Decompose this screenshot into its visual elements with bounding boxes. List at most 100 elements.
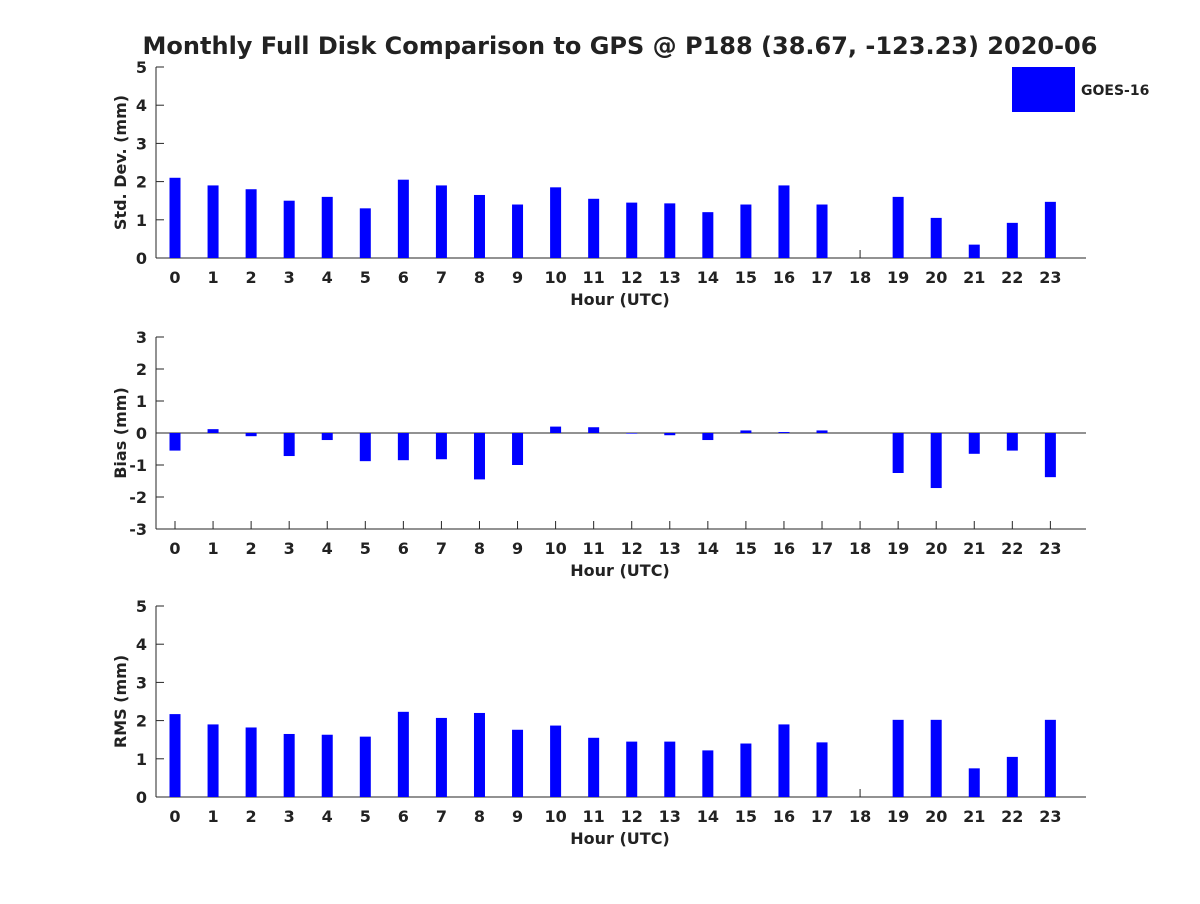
y-tick-label: 3 [136,673,147,692]
y-tick-label: 1 [136,750,147,769]
bar-hour-17 [816,204,828,258]
bar-hour-5 [359,736,371,797]
x-tick-label: 22 [1001,807,1023,826]
bar-hour-19 [892,196,904,258]
x-tick-label: 22 [1001,539,1023,558]
y-tick-label: 5 [136,597,147,616]
x-tick-label: 19 [887,539,909,558]
x-tick-label: 6 [398,268,409,287]
bar-hour-10 [550,187,562,258]
bar-hour-17 [816,742,828,797]
x-tick-label: 12 [621,539,643,558]
bar-hour-22 [1006,433,1018,451]
x-tick-label: 7 [436,539,447,558]
y-tick-label: 4 [136,96,147,115]
bar-hour-23 [1044,433,1056,478]
x-tick-label: 1 [207,268,218,287]
bar-hour-3 [283,433,295,457]
bar-hour-5 [359,208,371,258]
x-tick-label: 10 [544,539,566,558]
bar-hour-7 [435,717,447,797]
x-axis-label: Hour (UTC) [570,561,670,580]
bar-hour-20 [930,217,942,258]
x-tick-label: 19 [887,807,909,826]
x-tick-label: 14 [697,539,719,558]
bar-hour-14 [702,750,714,797]
bar-hour-12 [626,433,638,434]
x-tick-label: 3 [284,807,295,826]
bar-hour-20 [930,719,942,797]
bar-hour-3 [283,200,295,258]
bar-hour-21 [968,244,980,258]
x-tick-label: 4 [322,268,333,287]
x-tick-label: 2 [246,539,257,558]
bar-hour-20 [930,433,942,489]
x-tick-label: 19 [887,268,909,287]
y-tick-label: 0 [136,249,147,268]
bar-hour-11 [588,737,600,797]
bar-hour-10 [550,426,562,433]
x-tick-label: 22 [1001,268,1023,287]
x-tick-label: 1 [207,539,218,558]
x-tick-label: 9 [512,807,523,826]
y-tick-label: 2 [136,360,147,379]
x-tick-label: 14 [697,268,719,287]
bar-hour-16 [778,185,790,258]
y-tick-label: -1 [129,456,147,475]
bar-hour-1 [207,724,219,797]
bar-hour-19 [892,719,904,797]
y-tick-label: 3 [136,328,147,347]
bar-hour-6 [397,179,409,258]
y-tick-label: 2 [136,173,147,192]
x-tick-label: 8 [474,268,485,287]
bar-hour-23 [1044,719,1056,797]
bar-hour-8 [473,433,485,480]
chart-title: Monthly Full Disk Comparison to GPS @ P1… [143,32,1098,60]
bar-hour-4 [321,433,333,441]
x-axis-label: Hour (UTC) [570,829,670,848]
bar-hour-21 [968,768,980,797]
x-tick-label: 20 [925,539,947,558]
y-tick-label: 2 [136,712,147,731]
x-tick-label: 8 [474,539,485,558]
y-axis-label: Bias (mm) [111,387,130,479]
x-tick-label: 6 [398,539,409,558]
bar-hour-4 [321,196,333,258]
bar-hour-13 [664,203,676,258]
x-tick-label: 4 [322,807,333,826]
x-tick-label: 20 [925,807,947,826]
x-tick-label: 9 [512,539,523,558]
x-tick-label: 15 [735,539,757,558]
x-tick-label: 15 [735,268,757,287]
bar-hour-21 [968,433,980,454]
bar-hour-12 [626,202,638,258]
x-tick-label: 14 [697,807,719,826]
x-tick-label: 21 [963,539,985,558]
legend-label: GOES-16 [1081,83,1149,99]
bar-hour-14 [702,433,714,441]
x-tick-label: 3 [284,268,295,287]
bar-hour-4 [321,734,333,797]
bar-hour-3 [283,733,295,797]
x-tick-label: 18 [849,539,871,558]
x-tick-label: 0 [169,539,180,558]
bar-hour-15 [740,743,752,797]
x-tick-label: 3 [284,539,295,558]
bar-hour-14 [702,212,714,258]
bar-hour-7 [435,433,447,460]
x-tick-label: 11 [583,268,605,287]
x-tick-label: 11 [583,807,605,826]
bar-hour-2 [245,727,257,797]
bar-hour-11 [588,427,600,433]
x-tick-label: 16 [773,539,795,558]
bar-hour-2 [245,433,257,437]
bar-hour-13 [664,433,676,436]
bar-hour-16 [778,724,790,797]
x-tick-label: 5 [360,807,371,826]
bar-hour-9 [512,204,524,258]
bar-hour-11 [588,198,600,258]
